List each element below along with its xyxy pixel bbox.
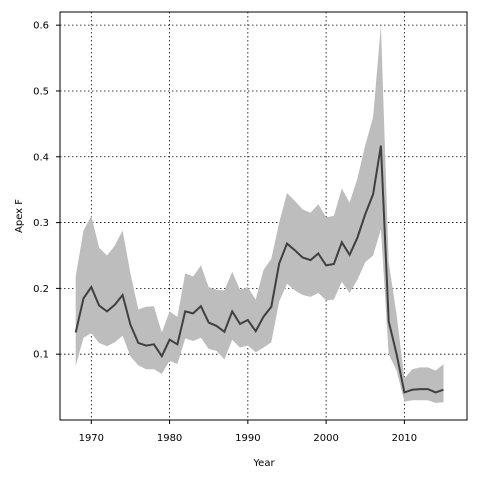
x-tick-label: 1970 xyxy=(79,433,104,444)
x-tick-label: 2000 xyxy=(313,433,338,444)
y-tick-label: 0.1 xyxy=(33,350,49,361)
y-axis-label: Apex F xyxy=(14,199,25,233)
y-axis: 0.1 0.2 0.3 0.4 0.5 0.6 xyxy=(33,21,60,361)
confidence-band xyxy=(75,25,444,403)
y-tick-label: 0.2 xyxy=(33,284,49,295)
x-axis-label: Year xyxy=(252,458,275,469)
y-tick-label: 0.5 xyxy=(33,86,49,97)
y-tick-label: 0.3 xyxy=(33,218,49,229)
y-tick-label: 0.6 xyxy=(33,21,49,32)
series-line xyxy=(74,145,444,394)
x-tick-label: 1980 xyxy=(157,433,182,444)
plot-frame xyxy=(59,11,468,421)
x-tick-label: 2010 xyxy=(392,433,417,444)
grid-lines xyxy=(60,12,467,420)
y-tick-label: 0.4 xyxy=(33,152,49,163)
x-tick-label: 1990 xyxy=(235,433,260,444)
x-axis: 1970 1980 1990 2000 2010 xyxy=(79,420,417,444)
